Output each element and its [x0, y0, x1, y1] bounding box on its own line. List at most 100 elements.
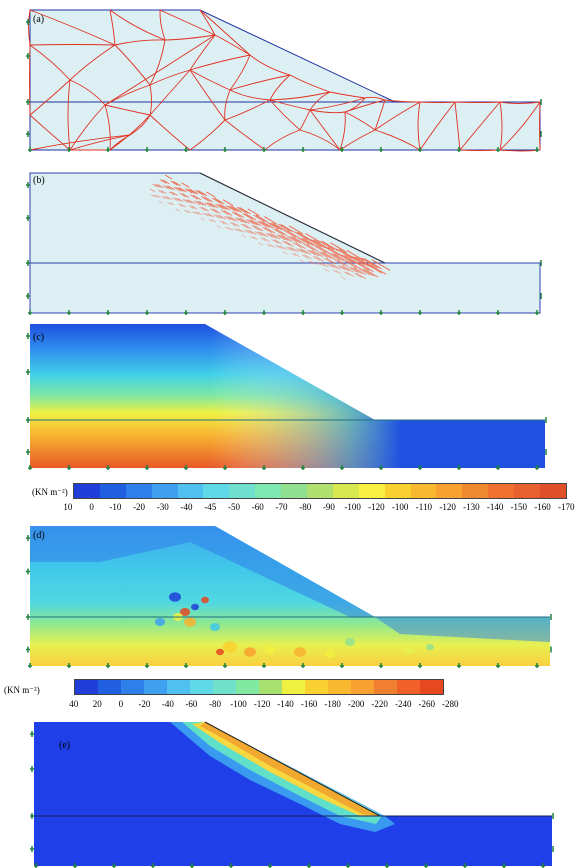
- colorbar-swatch: [410, 484, 437, 498]
- displacement-vector: [335, 248, 352, 259]
- displacement-vector: [363, 268, 379, 278]
- panel-e-plastic: (e): [0, 720, 586, 868]
- displacement-vector: [326, 263, 334, 268]
- colorbar-tick-label: -70: [275, 502, 288, 512]
- displacement-vector: [354, 256, 373, 268]
- displacement-vector: [260, 237, 267, 242]
- displacement-vector: [184, 188, 193, 194]
- displacement-vector: [338, 248, 356, 260]
- displacement-vector: [299, 259, 305, 263]
- colorbar-swatch: [374, 680, 397, 694]
- mesh-edge: [29, 114, 71, 151]
- mesh-edge: [454, 101, 461, 151]
- displacement-vector: [281, 234, 293, 242]
- stress-spot: [191, 603, 199, 611]
- colorbar-tick-label: -90: [322, 502, 335, 512]
- colorbar-tick-label: -280: [442, 699, 459, 709]
- displacement-vector: [330, 242, 347, 253]
- displacement-vector: [223, 210, 233, 216]
- displacement-vector: [237, 217, 247, 224]
- colorbar-swatch: [229, 484, 256, 498]
- mesh-edge: [104, 104, 151, 116]
- colorbar-swatch: [255, 484, 282, 498]
- displacement-vector: [199, 206, 206, 212]
- displacement-vector: [158, 189, 164, 194]
- panel-label-e: (e): [59, 740, 71, 751]
- displacement-vector: [282, 251, 288, 255]
- displacement-vector: [339, 254, 353, 263]
- colorbar-swatch: [236, 680, 259, 694]
- displacement-vector: [309, 249, 320, 257]
- displacement-vector: [196, 200, 204, 206]
- colorbar-tick-label: -20: [138, 699, 151, 709]
- mesh-edge: [69, 134, 131, 151]
- stress-spot: [216, 648, 224, 656]
- displacement-vector: [333, 253, 348, 263]
- displacement-vector: [346, 250, 365, 261]
- displacement-vector: [194, 211, 200, 215]
- displacement-vector: [235, 228, 242, 233]
- displacement-vector: [322, 251, 336, 260]
- displacement-vector: [255, 214, 269, 223]
- displacement-vector: [330, 253, 345, 262]
- displacement-vector: [239, 217, 250, 225]
- mesh-edge: [109, 114, 151, 151]
- colorbar-d: [74, 679, 444, 695]
- displacement-vector: [236, 206, 248, 214]
- displacement-vector: [243, 223, 252, 230]
- displacement-vector: [319, 240, 335, 251]
- displacement-vector: [213, 214, 220, 219]
- displacement-vector: [222, 199, 234, 207]
- contour-d-svg: [26, 526, 552, 668]
- mesh-edge: [419, 101, 456, 103]
- displacement-vector: [308, 239, 322, 248]
- displacement-vector: [292, 242, 303, 249]
- mesh-edge: [189, 54, 251, 71]
- colorbar-tick-label: 40: [69, 699, 79, 709]
- colorbar-tick-label: -100: [391, 502, 409, 512]
- displacement-vector: [225, 205, 236, 212]
- colorbar-tick-label: -200: [347, 699, 365, 709]
- displacement-vector: [306, 249, 316, 256]
- colorbar-tick-label: -180: [324, 699, 341, 709]
- mesh-edge: [374, 99, 386, 131]
- displacement-vector: [191, 205, 198, 210]
- displacement-vector: [315, 256, 325, 262]
- displacement-vector: [245, 218, 255, 225]
- displacement-vector: [220, 204, 231, 211]
- mesh-edge: [309, 97, 366, 111]
- displacement-vector: [174, 197, 181, 202]
- mesh-edge: [344, 99, 386, 113]
- displacement-vector: [155, 194, 161, 199]
- mesh-edge: [29, 44, 116, 46]
- colorbar-swatch: [436, 484, 463, 498]
- displacement-vector: [350, 266, 362, 274]
- displacement-vector: [278, 234, 289, 242]
- mesh-edge: [229, 74, 291, 91]
- displacement-vector: [311, 250, 324, 258]
- displacement-vector: [240, 223, 249, 229]
- colorbar-tick-label: -40: [161, 699, 174, 709]
- displacement-vector: [253, 214, 265, 223]
- panel-a-mesh: (a): [0, 0, 586, 160]
- displacement-vector: [342, 265, 354, 273]
- colorbar-tick-label: -100: [230, 699, 247, 709]
- displacement-vector: [343, 271, 351, 276]
- mesh-edge: [109, 9, 166, 41]
- colorbar-swatch: [328, 680, 351, 694]
- colorbar-tick-label: -100: [344, 502, 361, 512]
- stress-overlay-c: [30, 324, 545, 468]
- displacement-vector: [249, 235, 255, 240]
- displacement-vector: [224, 215, 232, 221]
- mesh-edge: [114, 44, 151, 86]
- displacement-vector: [297, 237, 310, 246]
- colorbar-swatch: [144, 680, 167, 694]
- colorbar-swatch: [125, 484, 152, 498]
- displacement-vector: [329, 263, 338, 269]
- panel-d-contour: (d): [0, 522, 586, 670]
- displacement-vector: [360, 257, 378, 269]
- displacement-vector: [188, 205, 195, 209]
- displacement-vector: [158, 200, 164, 204]
- colorbar-swatch: [74, 484, 100, 498]
- colorbar-tick-label: -130: [463, 502, 480, 512]
